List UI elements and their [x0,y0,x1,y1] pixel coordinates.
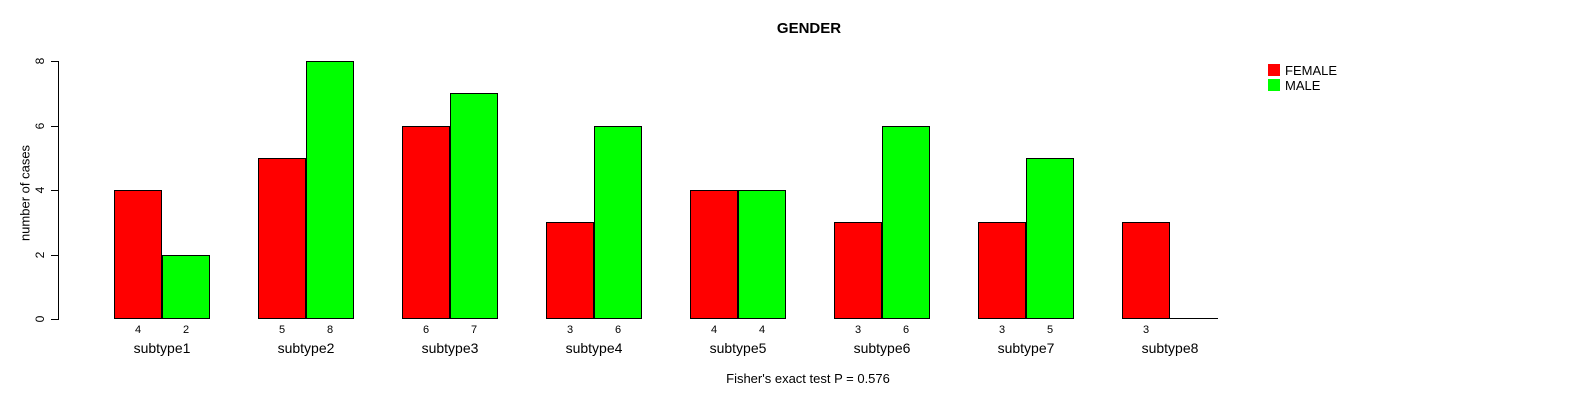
bar-value-label: 4 [134,324,142,336]
bar-value-label: 4 [710,324,718,336]
bar-value-label: 6 [902,324,910,336]
y-tick-label: 6 [33,122,47,130]
fisher-test-annotation: Fisher's exact test P = 0.576 [726,371,890,386]
legend-swatch-male [1268,79,1280,91]
y-tick-label: 4 [33,186,47,194]
bar-male-subtype6 [882,125,930,319]
legend-label: MALE [1285,77,1321,93]
bar-female-subtype7 [978,222,1026,319]
category-label-subtype1: subtype1 [133,340,191,356]
bar-value-label: 5 [278,324,286,336]
bar-male-subtype2 [306,61,354,319]
bar-male-subtype1 [162,254,210,319]
bar-female-subtype1 [114,190,162,319]
bar-male-subtype5 [738,190,786,319]
category-label-subtype3: subtype3 [421,340,479,356]
bar-male-subtype8 [1170,318,1218,319]
bar-female-subtype6 [834,222,882,319]
bar-female-subtype4 [546,222,594,319]
category-label-subtype5: subtype5 [709,340,767,356]
bar-male-subtype4 [594,125,642,319]
legend-label: FEMALE [1285,62,1338,78]
bar-value-label: 3 [854,324,862,336]
bar-value-label: 7 [470,324,478,336]
y-tick-label: 8 [33,57,47,65]
y-tick [51,190,58,191]
bar-value-label: 3 [1142,324,1150,336]
bar-value-label: 6 [614,324,622,336]
y-tick [51,255,58,256]
legend-item-male: MALE [1268,77,1337,93]
bar-value-label: 3 [566,324,574,336]
bar-value-label: 8 [326,324,334,336]
bar-value-label: 5 [1046,324,1054,336]
bar-female-subtype8 [1122,222,1170,319]
legend-item-female: FEMALE [1268,62,1338,78]
y-tick [51,126,58,127]
bar-value-label: 4 [758,324,766,336]
bar-female-subtype5 [690,190,738,319]
y-tick [51,61,58,62]
bar-value-label: 2 [182,324,190,336]
category-label-subtype4: subtype4 [565,340,623,356]
y-axis-line [58,61,59,320]
legend: FEMALE MALE [1268,62,1338,93]
bar-value-label: 3 [998,324,1006,336]
legend-swatch-female [1268,64,1280,76]
bar-male-subtype7 [1026,157,1074,319]
y-tick-label: 0 [33,315,47,323]
category-label-subtype6: subtype6 [853,340,911,356]
y-axis-label: number of cases [17,144,33,242]
y-tick [51,319,58,320]
y-tick-label: 2 [33,251,47,259]
category-label-subtype8: subtype8 [1141,340,1199,356]
category-label-subtype7: subtype7 [997,340,1055,356]
bar-female-subtype3 [402,125,450,319]
chart-title: GENDER [776,20,842,37]
bar-female-subtype2 [258,157,306,319]
bar-male-subtype3 [450,93,498,319]
bar-value-label: 6 [422,324,430,336]
category-label-subtype2: subtype2 [277,340,335,356]
